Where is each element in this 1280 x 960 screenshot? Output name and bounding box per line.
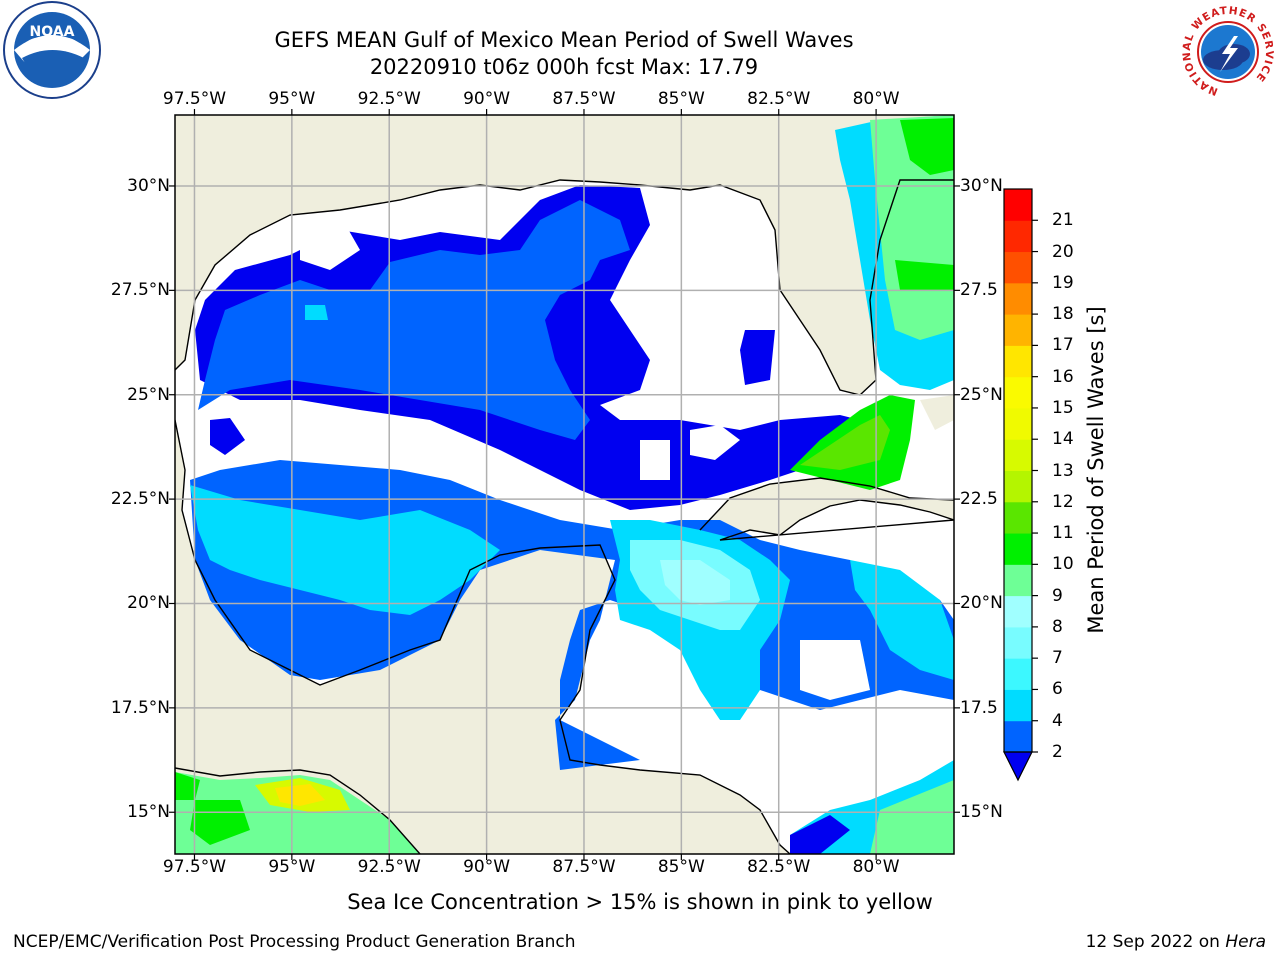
colorbar-tick-label: 20: [1052, 241, 1074, 262]
colorbar-cell: [1004, 658, 1032, 690]
colorbar-tick-label: 4: [1052, 710, 1063, 731]
lat-tick-label-right: 27.5: [960, 280, 998, 301]
lat-tick-label-left: 25°N: [127, 384, 170, 405]
colorbar-cell: [1004, 407, 1032, 440]
lat-tick-label-left: 17.5°N: [110, 697, 170, 718]
colorbar-cell: [1004, 626, 1032, 659]
coastlines: [175, 179, 954, 854]
footer-date: 12 Sep 2022 on Hera: [1086, 932, 1266, 952]
colorbar-tick-label: 2: [1052, 742, 1063, 762]
footer-organization: NCEP/EMC/Verification Post Processing Pr…: [13, 932, 576, 952]
lon-tick-label-bottom: 95°W: [268, 857, 316, 877]
chart-title: GEFS MEAN Gulf of Mexico Mean Period of …: [274, 28, 854, 52]
colorbar-cell: [1004, 720, 1032, 753]
colorbar-tick-label: 18: [1052, 304, 1074, 325]
lon-tick-label-top: 87.5°W: [552, 89, 616, 109]
lon-tick-label-top: 95°W: [268, 89, 316, 109]
lat-tick-label-right: 30°N: [960, 175, 1003, 196]
lat-tick-label-left: 27.5°N: [110, 280, 170, 301]
colorbar-cell: [1004, 345, 1032, 378]
lon-tick-label-top: 85°W: [657, 89, 705, 109]
footer-machine: Hera: [1225, 932, 1266, 952]
lat-tick-label-right: 20°N: [960, 593, 1003, 614]
lon-tick-label-top: 90°W: [463, 89, 511, 109]
colorbar-tick-label: 10: [1052, 554, 1074, 575]
colorbar-tick-label: 15: [1052, 397, 1074, 418]
colorbar-cell: [1004, 314, 1032, 346]
colorbar-cell: [1004, 689, 1032, 722]
lon-tick-label-bottom: 92.5°W: [357, 857, 421, 877]
lon-tick-label-top: 97.5°W: [162, 89, 227, 109]
colorbar-under-triangle: [1003, 751, 1033, 782]
colorbar-tick-label: 11: [1052, 523, 1074, 544]
lat-tick-label-right: 15°N: [960, 802, 1003, 823]
colorbar-cell: [1004, 251, 1032, 284]
colorbar-cell: [1004, 189, 1032, 221]
map-frame: [174, 114, 955, 855]
colorbar-cell: [1004, 376, 1032, 409]
colorbar-cell: [1004, 282, 1032, 315]
lon-tick-label-bottom: 82.5°W: [747, 857, 811, 877]
colorbar-cell: [1004, 220, 1032, 253]
lat-tick-label-right: 22.5: [960, 489, 998, 510]
sea-ice-note: Sea Ice Concentration > 15% is shown in …: [347, 890, 933, 914]
colorbar-tick-label: 16: [1052, 366, 1074, 387]
land-areas: [175, 115, 954, 854]
colorbar-cell: [1004, 533, 1032, 565]
colorbar-tick-label: 12: [1052, 491, 1074, 512]
colorbar-tick-label: 13: [1052, 460, 1074, 481]
lat-tick-label-right: 25°N: [960, 384, 1003, 405]
colorbar-tick-label: 14: [1052, 429, 1074, 450]
noaa-logo-text: NOAA: [30, 24, 75, 40]
lon-tick-label-bottom: 97.5°W: [162, 857, 227, 877]
lon-tick-label-top: 80°W: [852, 89, 900, 109]
lat-tick-label-right: 17.5: [960, 697, 998, 718]
colorbar-tick-label: 7: [1052, 648, 1063, 669]
lon-tick-label-bottom: 80°W: [852, 857, 900, 877]
footer-date-text: 12 Sep 2022 on: [1085, 932, 1220, 952]
colorbar-tick-label: 19: [1052, 272, 1074, 293]
lon-tick-label-bottom: 85°W: [657, 857, 705, 877]
lon-tick-label-bottom: 90°W: [463, 857, 511, 877]
lon-tick-label-bottom: 87.5°W: [552, 857, 616, 877]
colorbar-cell: [1004, 501, 1032, 534]
colorbar: [1003, 188, 1038, 782]
graticule: [175, 115, 954, 854]
noaa-logo: NOAA: [3, 1, 101, 99]
colorbar-cell: [1004, 564, 1032, 597]
colorbar-cell: [1004, 595, 1032, 628]
colorbar-tick-label: 17: [1052, 335, 1074, 356]
colorbar-tick-label: 9: [1052, 585, 1063, 606]
colorbar-tick-label: 8: [1052, 616, 1063, 637]
lat-tick-label-left: 20°N: [127, 593, 170, 614]
colorbar-tick-label: 6: [1052, 679, 1063, 700]
lat-tick-label-left: 15°N: [127, 802, 170, 823]
lon-tick-label-top: 82.5°W: [747, 89, 811, 109]
colorbar-cell: [1004, 439, 1032, 471]
chart-subtitle: 20220910 t06z 000h fcst Max: 17.79: [369, 55, 759, 79]
nws-logo: NATIONAL WEATHER SERVICE: [1181, 5, 1274, 98]
colorbar-cell: [1004, 470, 1032, 503]
lat-tick-label-left: 22.5°N: [110, 489, 170, 510]
lat-tick-label-left: 30°N: [127, 175, 170, 196]
lon-tick-label-top: 92.5°W: [357, 89, 421, 109]
colorbar-tick-label: 21: [1052, 210, 1074, 231]
